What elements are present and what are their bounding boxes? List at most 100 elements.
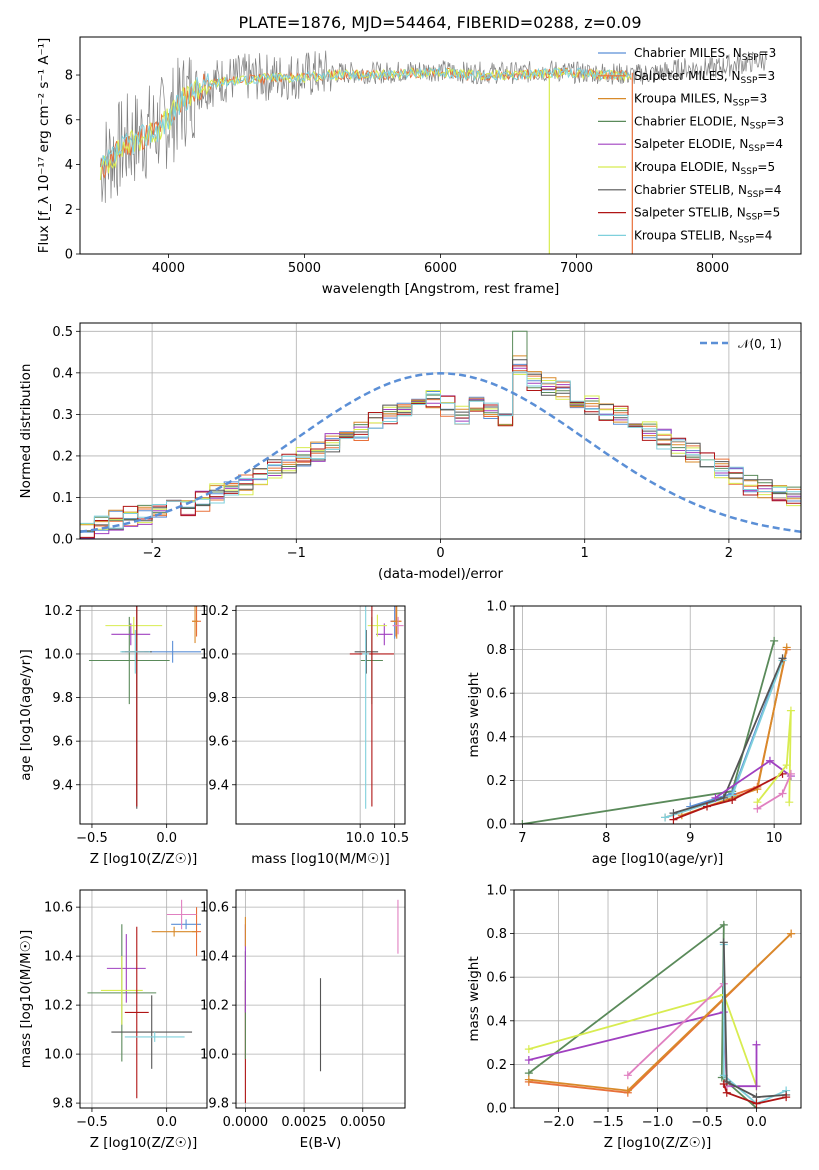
figure-title: PLATE=1876, MJD=54464, FIBERID=0288, z=0… [238, 13, 641, 32]
y-tick-label: 0.8 [486, 927, 507, 942]
y-tick-label: 0.2 [52, 449, 73, 464]
x-axis-label: E(B-V) [300, 1135, 342, 1151]
x-tick-label: 8000 [696, 261, 729, 276]
y-tick-label: 0.2 [486, 774, 507, 789]
x-axis-label: age [log10(age/yr)] [592, 851, 724, 867]
y-tick-label: 0.3 [52, 408, 73, 423]
y-tick-label: 10.2 [44, 604, 73, 619]
x-tick-label: 7000 [560, 261, 593, 276]
x-tick-label: 5000 [288, 261, 321, 276]
y-tick-label: 9.8 [208, 691, 229, 706]
plot-area [244, 899, 399, 1104]
x-tick-label: 10 [766, 831, 783, 846]
y-tick-label: 9.8 [208, 1097, 229, 1112]
data-point-marker [787, 929, 796, 938]
y-tick-label: 10.2 [44, 999, 73, 1014]
x-tick-label: 0 [436, 546, 444, 561]
y-tick-label: 9.6 [52, 735, 73, 750]
y-tick-label: 0.0 [52, 533, 73, 548]
data-point-marker [661, 813, 670, 822]
y-tick-label: 10.2 [200, 604, 229, 619]
y-tick-label: 9.8 [52, 1097, 73, 1112]
x-tick-label: 7 [518, 831, 526, 846]
series-line [722, 1083, 787, 1105]
y-tick-label: 0.4 [486, 1014, 507, 1029]
panel-age_vs_Z: −0.5 0.0 9.4 9.6 9.8 10.0 10.2 Z [log10(Z/Z☉)] a… [18, 604, 208, 867]
y-axis-label: Flux [f_λ 10⁻¹⁷ erg cm⁻² s⁻¹ A⁻¹] [36, 38, 52, 254]
axes-frame [79, 36, 802, 255]
legend-label: Salpeter ELODIE, NSSP=4 [634, 137, 783, 154]
data-point-marker [524, 1075, 533, 1084]
spectrum-model-line [100, 66, 632, 167]
x-tick-label: −0.5 [691, 1115, 723, 1130]
panel-mass_weight_vs_Z: −2.0 −1.5 −1.0 −0.5 0.0 0.0 0.2 0.4 0.6 0.8 1.0 Z [… [466, 884, 802, 1151]
x-tick-label: 0.0000 [223, 1115, 269, 1130]
data-point-marker [786, 706, 795, 715]
y-tick-label: 0.0 [486, 818, 507, 833]
data-point-marker [719, 920, 728, 929]
panel-mass_vs_Z: −0.5 0.0 9.8 10.0 10.2 10.4 10.6 Z [log10(Z/Z☉)… [18, 889, 208, 1151]
x-axis-label: wavelength [Angstrom, rest frame] [322, 281, 560, 297]
y-tick-label: 0.4 [486, 730, 507, 745]
y-axis-label: mass [log10(M/M☉)] [18, 930, 34, 1069]
data-point-marker [752, 1099, 761, 1108]
spectrum-model-line [99, 66, 632, 179]
legend-label: 𝒩(0, 1) [738, 337, 782, 351]
x-tick-label: −2.0 [543, 1115, 575, 1130]
series-line [627, 981, 728, 1087]
data-point-marker [753, 804, 762, 813]
x-tick-label: −1 [287, 546, 306, 561]
plot-area [87, 899, 202, 1099]
y-axis-label: mass weight [466, 672, 482, 757]
x-axis-label: Z [log10(Z/Z☉)] [604, 1135, 712, 1151]
y-tick-label: 4 [65, 158, 73, 173]
data-point-marker [786, 769, 795, 778]
x-tick-label: 4000 [152, 261, 185, 276]
spectrum-model-line [99, 66, 632, 181]
series-line [722, 942, 787, 1099]
panel-mass_weight_vs_age: 7 8 9 10 0.0 0.2 0.4 0.6 0.8 1.0 age [log10(age/yr… [466, 600, 802, 867]
axes-frame [513, 889, 802, 1109]
y-axis-label: Normed distribution [18, 364, 34, 499]
axes-frame [79, 322, 802, 540]
data-point-marker [623, 1071, 632, 1080]
legend-label: Kroupa ELODIE, NSSP=5 [634, 160, 775, 177]
legend-label: Chabrier MILES, NSSP=3 [634, 46, 776, 63]
data-point-marker [719, 793, 728, 802]
x-tick-label: −0.5 [76, 831, 108, 846]
data-point-marker [765, 756, 774, 765]
y-tick-label: 9.6 [208, 735, 229, 750]
legend-label: Salpeter MILES, NSSP=3 [634, 69, 775, 86]
x-tick-label: −1.0 [642, 1115, 674, 1130]
x-tick-label: −1.5 [592, 1115, 624, 1130]
y-tick-label: 0.2 [486, 1058, 507, 1073]
data-point-marker [752, 1040, 761, 1049]
panel-age_vs_mass: 10.0 10.5 9.4 9.6 9.8 10.0 10.2 mass [log10(M/M… [200, 604, 409, 867]
x-tick-label: 6000 [424, 261, 457, 276]
y-tick-label: 9.4 [52, 778, 73, 793]
x-tick-label: 0.0050 [340, 1115, 386, 1130]
x-tick-label: −2 [143, 546, 162, 561]
legend-label: Chabrier STELIB, NSSP=4 [634, 183, 782, 200]
x-axis-label: (data-model)/error [378, 566, 504, 582]
plot-area [88, 606, 202, 809]
data-point-marker [782, 761, 791, 770]
x-tick-label: 0.0 [156, 1115, 177, 1130]
series-line [756, 710, 792, 803]
panel-spectrum: 4000 5000 6000 7000 8000 0 2 4 6 8 wavelength [Ang… [36, 36, 802, 297]
y-tick-label: 1.0 [486, 884, 507, 899]
data-point-marker [782, 643, 791, 652]
x-tick-label: −0.5 [76, 1115, 108, 1130]
legend-label: Kroupa MILES, NSSP=3 [634, 92, 767, 109]
data-point-marker [524, 1056, 533, 1065]
plot-area [80, 330, 801, 539]
x-tick-label: 9 [686, 831, 694, 846]
data-point-marker [722, 1088, 731, 1097]
data-point-marker [669, 815, 678, 824]
series-line [673, 773, 783, 821]
y-tick-label: 9.4 [208, 778, 229, 793]
x-axis-label: Z [log10(Z/Z☉)] [90, 1135, 198, 1151]
data-point-marker [703, 802, 712, 811]
y-axis-label: mass weight [466, 956, 482, 1041]
data-point-marker [719, 1080, 728, 1089]
